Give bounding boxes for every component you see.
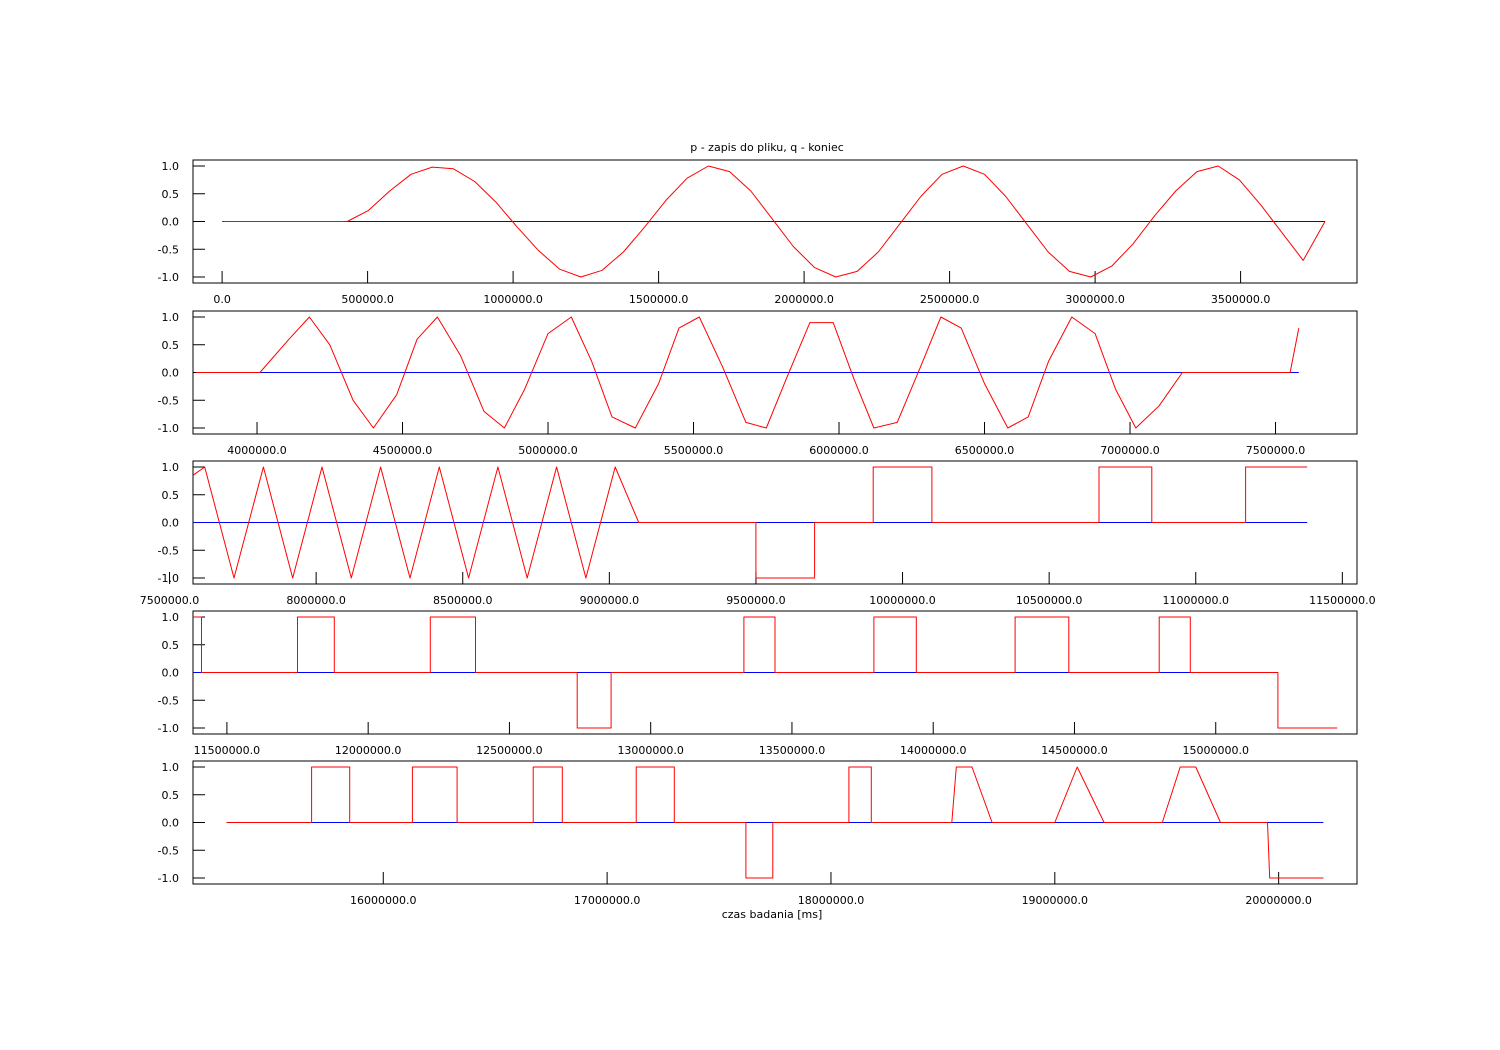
x-tick-label: 5000000.0 (518, 444, 578, 457)
x-tick-label: 14500000.0 (1041, 744, 1107, 757)
y-tick-label: -1.0 (158, 422, 179, 435)
panel-1: 1.0 0.5 0.0 -0.5 -1.0 0.0 500000.0 1000000.0 150… (158, 159, 1358, 306)
x-tick-label: 11000000.0 (1162, 594, 1228, 607)
x-tick-label: 6500000.0 (955, 444, 1015, 457)
y-tick-label: 0.5 (162, 639, 180, 652)
y-tick-label: -0.5 (158, 694, 179, 707)
x-tick-label: 3500000.0 (1211, 293, 1271, 306)
x-tick-label: 7500000.0 (140, 594, 200, 607)
x-tick-label: 1500000.0 (629, 293, 689, 306)
x-tick-label: 8000000.0 (286, 594, 346, 607)
x-tick-label: 11500000.0 (194, 744, 260, 757)
x-tick-label: 2500000.0 (920, 293, 980, 306)
y-tick-label: 1.0 (162, 160, 180, 173)
series-signal-line (193, 616, 1338, 729)
x-tick-label: 1000000.0 (483, 293, 543, 306)
y-tick-label: 0.0 (162, 367, 180, 380)
y-tick-label: 1.0 (162, 611, 180, 624)
y-tick-label: 0.5 (162, 339, 180, 352)
panel-5: 1.0 0.5 0.0 -0.5 -1.0 16000000.0 17000000.0 180… (158, 760, 1358, 907)
x-tick-label: 2000000.0 (774, 293, 834, 306)
y-tick-label: -1.0 (158, 722, 179, 735)
x-tick-label: 10000000.0 (869, 594, 935, 607)
y-tick-label: 0.0 (162, 817, 180, 830)
x-tick-label: 0.0 (213, 293, 231, 306)
y-tick-label: -1.0 (158, 271, 179, 284)
x-tick-label: 9500000.0 (726, 594, 786, 607)
x-tick-label: 13500000.0 (759, 744, 825, 757)
series-signal-line (193, 466, 1308, 579)
x-tick-label: 12500000.0 (476, 744, 542, 757)
y-tick-label: 1.0 (162, 461, 180, 474)
y-tick-label: 0.0 (162, 216, 180, 229)
y-tick-label: 1.0 (162, 311, 180, 324)
x-tick-label: 17000000.0 (574, 894, 640, 907)
x-tick-label: 500000.0 (341, 293, 394, 306)
y-tick-label: -0.5 (158, 394, 179, 407)
x-tick-label: 7500000.0 (1246, 444, 1306, 457)
panel-2: 1.0 0.5 0.0 -0.5 -1.0 4000000.0 4500000.0 50000… (158, 310, 1358, 457)
x-tick-label: 3000000.0 (1065, 293, 1125, 306)
y-tick-label: 0.0 (162, 667, 180, 680)
series-signal-line (226, 766, 1324, 879)
x-tick-label: 8500000.0 (433, 594, 493, 607)
x-tick-label: 6000000.0 (809, 444, 869, 457)
y-tick-label: -0.5 (158, 544, 179, 557)
x-tick-label: 7000000.0 (1100, 444, 1160, 457)
x-tick-label: 4000000.0 (227, 444, 287, 457)
y-tick-label: 0.0 (162, 517, 180, 530)
y-tick-label: -0.5 (158, 243, 179, 256)
x-tick-label: 9000000.0 (580, 594, 640, 607)
y-tick-label: -1.0 (158, 872, 179, 885)
series-signal-line (195, 316, 1300, 429)
x-tick-label: 16000000.0 (350, 894, 416, 907)
y-tick-label: 0.5 (162, 789, 180, 802)
panel-3: 1.0 0.5 0.0 -0.5 -1.0 7500000.0 8000000.0 85000… (140, 460, 1376, 607)
panel-4: 1.0 0.5 0.0 -0.5 -1.0 11500000.0 12000000.0 125… (158, 610, 1358, 757)
x-tick-label: 15000000.0 (1182, 744, 1248, 757)
y-tick-label: -1.0 (158, 572, 179, 585)
chart-title: p - zapis do pliku, q - koniec (690, 141, 844, 154)
x-tick-label: 18000000.0 (798, 894, 864, 907)
x-tick-label: 20000000.0 (1245, 894, 1311, 907)
series-signal-line (222, 165, 1326, 278)
x-tick-label: 13000000.0 (617, 744, 683, 757)
y-tick-label: 0.5 (162, 489, 180, 502)
x-tick-label: 5500000.0 (664, 444, 724, 457)
y-tick-label: 1.0 (162, 761, 180, 774)
y-tick-label: 0.5 (162, 188, 180, 201)
y-tick-label: -0.5 (158, 844, 179, 857)
x-axis-label: czas badania [ms] (722, 908, 823, 921)
x-tick-label: 10500000.0 (1016, 594, 1082, 607)
x-tick-label: 4500000.0 (373, 444, 433, 457)
x-tick-label: 11500000.0 (1309, 594, 1375, 607)
x-tick-label: 14000000.0 (900, 744, 966, 757)
x-tick-label: 19000000.0 (1022, 894, 1088, 907)
x-tick-label: 12000000.0 (335, 744, 401, 757)
